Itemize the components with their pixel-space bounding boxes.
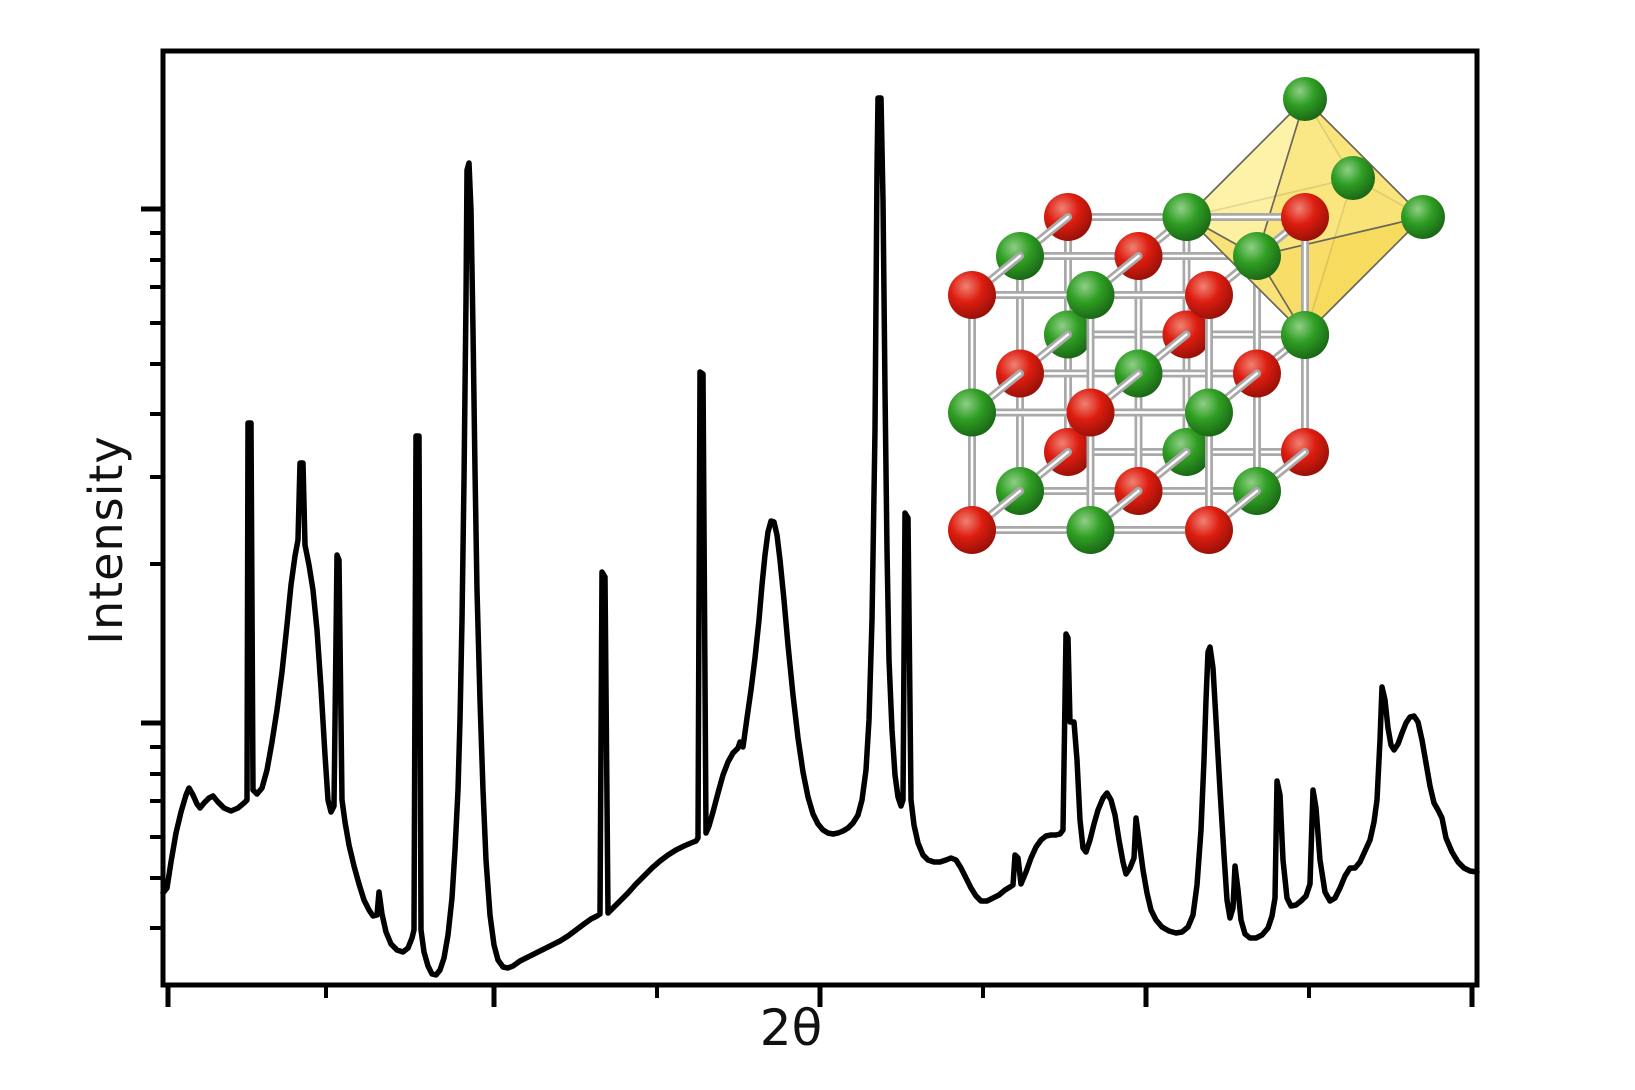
y-axis-title: Intensity	[79, 435, 133, 645]
octahedron-vertex-atom-green	[1233, 232, 1281, 280]
octahedron-vertex-atom-green	[1401, 195, 1445, 239]
diffraction-trace-group	[160, 95, 1480, 978]
lattice-atom-green	[1066, 271, 1115, 319]
lattice-atom-red	[1066, 388, 1115, 437]
octahedron-center-atom-red	[1281, 193, 1329, 241]
octahedron-vertex-atom-green	[1283, 77, 1327, 121]
lattice-atom-red	[948, 271, 996, 319]
lattice-atom-green	[1066, 506, 1115, 554]
octahedron-face	[1256, 216, 1424, 336]
xrd-trace	[160, 95, 1480, 978]
x-axis-title: 2θ	[759, 999, 823, 1057]
plot-frame-group	[141, 48, 1480, 1007]
lattice-atom-green	[948, 388, 996, 437]
lattice-atom-green	[1185, 388, 1233, 437]
lattice-atom-red	[1185, 271, 1233, 319]
octahedron-vertex-atom-green	[1331, 156, 1375, 200]
coordination-octahedron	[1163, 77, 1445, 359]
lattice-atom-red	[1185, 506, 1233, 554]
octahedron-vertex-atom-green	[1163, 193, 1211, 241]
lattice-atom-red	[948, 506, 996, 554]
octahedron-vertex-atom-green	[1281, 311, 1329, 359]
